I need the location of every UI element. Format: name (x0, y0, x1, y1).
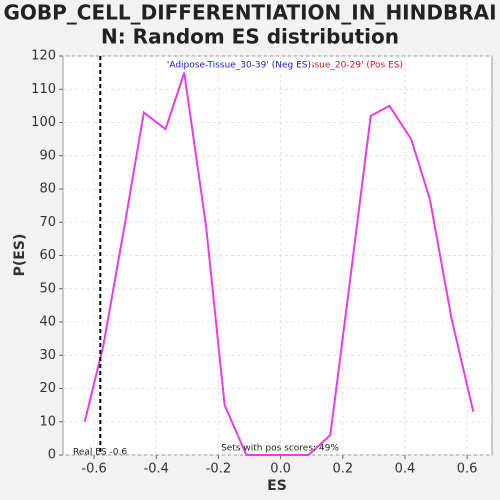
x-tick-label: -0.6 (81, 462, 106, 477)
y-tick-label: 110 (31, 82, 56, 97)
legend-entry: 'Adipose-Tissue_30-39' (Neg ES) (167, 61, 311, 71)
x-tick-label: -0.2 (206, 462, 231, 477)
y-tick-label: 90 (39, 148, 56, 163)
chart-title: GOBP_CELL_DIFFERENTIATION_IN_HINDBRAI (3, 1, 496, 25)
y-tick-label: 100 (31, 115, 56, 130)
y-tick-label: 0 (48, 448, 56, 463)
y-tick-label: 40 (39, 315, 56, 330)
x-tick-label: 0.4 (395, 462, 416, 477)
x-axis-label: ES (267, 478, 287, 494)
x-tick-label: 0.2 (332, 462, 353, 477)
real-es-label: Real ES -0.6 (73, 448, 127, 458)
legend-background (165, 60, 312, 71)
x-tick-label: 0.6 (457, 462, 478, 477)
y-tick-label: 30 (39, 348, 56, 363)
x-tick-label: -0.4 (144, 462, 169, 477)
y-tick-label: 20 (39, 381, 56, 396)
x-tick-label: 0.0 (270, 462, 291, 477)
y-tick-label: 80 (39, 182, 56, 197)
annotation: Sets with pos scores: 49% (221, 444, 339, 454)
y-axis-label: P(ES) (12, 234, 28, 277)
y-tick-label: 50 (39, 281, 56, 296)
legend-entry: 'Adipose-Tissue_20-29' (Pos ES) (262, 61, 403, 71)
plot-area (62, 55, 493, 456)
y-tick-label: 10 (39, 414, 56, 429)
y-tick-label: 120 (31, 49, 56, 64)
y-tick-label: 70 (39, 215, 56, 230)
series-line (83, 72, 475, 456)
y-tick-label: 60 (39, 248, 56, 263)
chart-title: N: Random ES distribution (101, 25, 399, 49)
